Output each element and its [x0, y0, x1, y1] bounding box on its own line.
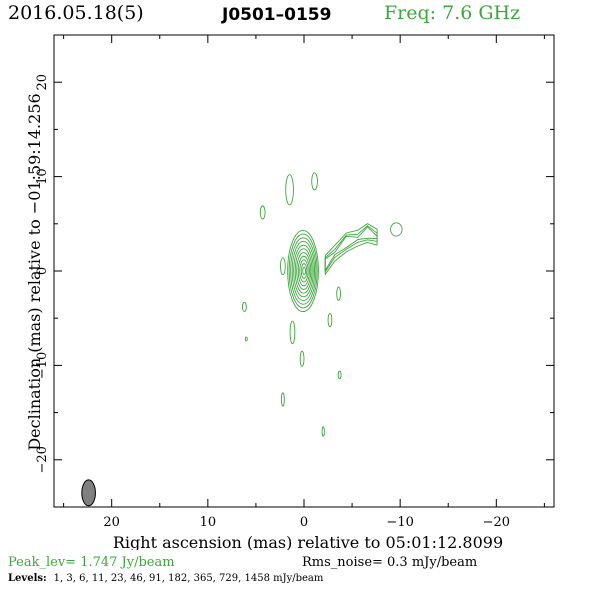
peak-level: Peak_lev= 1.747 Jy/beam: [8, 555, 175, 570]
core-contour: [300, 263, 308, 279]
y-tick-label: 20: [35, 74, 50, 91]
axis-ticks: [54, 35, 554, 507]
core-contour: [290, 237, 317, 305]
levels-label: Levels:: [8, 573, 47, 584]
component-contour: [242, 301, 247, 313]
component-contour: [336, 286, 341, 301]
levels-values: 1, 3, 6, 11, 23, 46, 91, 182, 365, 729, …: [53, 573, 324, 584]
source-name: J0501–0159: [222, 5, 332, 25]
x-tick-labels: 20 10 0 −10 −20: [103, 515, 510, 530]
component-contour: [289, 320, 296, 345]
core-contour: [287, 229, 319, 313]
component-contour: [280, 392, 285, 407]
component-contour: [327, 313, 333, 328]
x-axis-label: Right ascension (mas) relative to 05:01:…: [113, 533, 503, 550]
component-contour: [311, 172, 318, 191]
x-tick-label: −10: [386, 515, 413, 530]
y-tick-label: 10: [35, 168, 50, 185]
core-contour: [296, 252, 312, 290]
core-contour: [291, 241, 316, 301]
component-contour: [259, 205, 266, 220]
rms-noise: Rms_noise= 0.3 mJy/beam: [302, 555, 478, 570]
y-tick-label: −10: [35, 352, 50, 379]
jet-contour: [324, 223, 378, 275]
x-tick-label: −20: [483, 515, 510, 530]
y-tick-label: −20: [35, 446, 50, 473]
x-tick-label: 0: [300, 515, 308, 530]
core-contour: [293, 244, 314, 298]
y-axis-label: Declination (mas) relative to −01:59:14.…: [25, 93, 44, 450]
component-contour: [279, 257, 286, 276]
beam-shape: [81, 479, 96, 507]
component-contour: [321, 426, 325, 437]
core-contour: [302, 266, 306, 276]
core-contour: [297, 255, 310, 287]
frequency-label: Freq: 7.6 GHz: [384, 2, 521, 24]
jet-contour: [324, 225, 378, 273]
x-tick-label: 10: [200, 515, 217, 530]
observation-date: 2016.05.18(5): [8, 2, 144, 24]
plot-frame: [53, 34, 555, 508]
x-tick-label: 20: [103, 515, 120, 530]
contour-levels: Levels: 1, 3, 6, 11, 23, 46, 91, 182, 36…: [8, 573, 323, 584]
y-tick-label: 0: [35, 267, 50, 275]
core-contour: [288, 233, 318, 309]
core-contour: [294, 248, 313, 294]
beam-ellipse: [81, 479, 96, 507]
component-contour: [244, 336, 248, 342]
component-contour: [390, 222, 403, 237]
jet-contour: [324, 226, 378, 271]
contour-group: [242, 172, 403, 437]
component-contour: [299, 350, 305, 367]
component-contour: [337, 370, 342, 380]
contour-map: 20 10 0 −10 −20 20 10 0 −10 −20 Right ascension …: [25, 34, 555, 550]
core-contour: [299, 259, 309, 283]
y-tick-labels: 20 10 0 −10 −20: [35, 74, 50, 474]
component-contour: [285, 174, 294, 206]
